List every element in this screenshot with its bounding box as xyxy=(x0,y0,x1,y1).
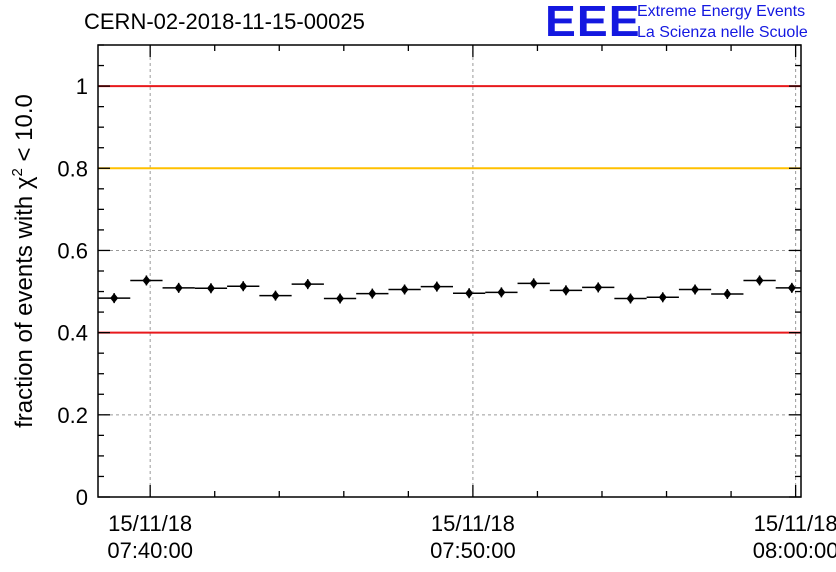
page-title: CERN-02-2018-11-15-00025 xyxy=(84,9,365,34)
data-point xyxy=(497,287,506,298)
x-tick-label-date: 15/11/18 xyxy=(431,511,515,536)
data-point xyxy=(723,289,732,300)
y-axis-title-symbol: χ xyxy=(11,176,38,189)
y-tick-label: 0 xyxy=(76,485,88,510)
plot-frame xyxy=(97,44,802,498)
y-axis-title-text: fraction of events with xyxy=(11,189,38,428)
logo-mark: EEE xyxy=(545,0,641,46)
y-tick-label: 0.4 xyxy=(57,321,88,346)
data-point xyxy=(110,293,119,304)
data-point xyxy=(626,293,635,304)
data-point xyxy=(691,284,700,295)
y-tick-label: 1 xyxy=(76,74,88,99)
x-tick-label-time: 08:00:00 xyxy=(753,538,836,563)
data-point xyxy=(465,288,474,299)
data-point xyxy=(755,275,764,286)
data-point xyxy=(239,281,248,292)
data-point xyxy=(271,290,280,301)
x-tick-label-time: 07:40:00 xyxy=(107,538,193,563)
data-point xyxy=(336,293,345,304)
x-tick-label-date: 15/11/18 xyxy=(754,511,836,536)
data-point xyxy=(594,282,603,293)
y-tick-label: 0.2 xyxy=(57,403,88,428)
data-point xyxy=(432,281,441,292)
data-point xyxy=(658,292,667,303)
data-point xyxy=(561,285,570,296)
x-tick-label-date: 15/11/18 xyxy=(108,511,192,536)
y-axis-title-tail: < 10.0 xyxy=(11,94,38,168)
y-axis-title-superscript: 2 xyxy=(9,168,26,176)
data-point xyxy=(787,282,796,293)
logo-text-line-2: La Scienza nelle Scuole xyxy=(637,24,808,41)
y-axis-title: fraction of events with χ2 < 10.0 xyxy=(9,94,38,428)
logo-text-line-1: Extreme Energy Events xyxy=(637,3,806,20)
data-point xyxy=(142,275,151,286)
data-point xyxy=(368,288,377,299)
data-point xyxy=(529,278,538,289)
y-tick-label: 0.8 xyxy=(57,156,88,181)
data-point xyxy=(400,284,409,295)
y-tick-label: 0.6 xyxy=(57,238,88,263)
x-tick-label-time: 07:50:00 xyxy=(430,538,516,563)
data-point xyxy=(303,279,312,290)
data-point xyxy=(206,283,215,294)
data-point xyxy=(174,282,183,293)
